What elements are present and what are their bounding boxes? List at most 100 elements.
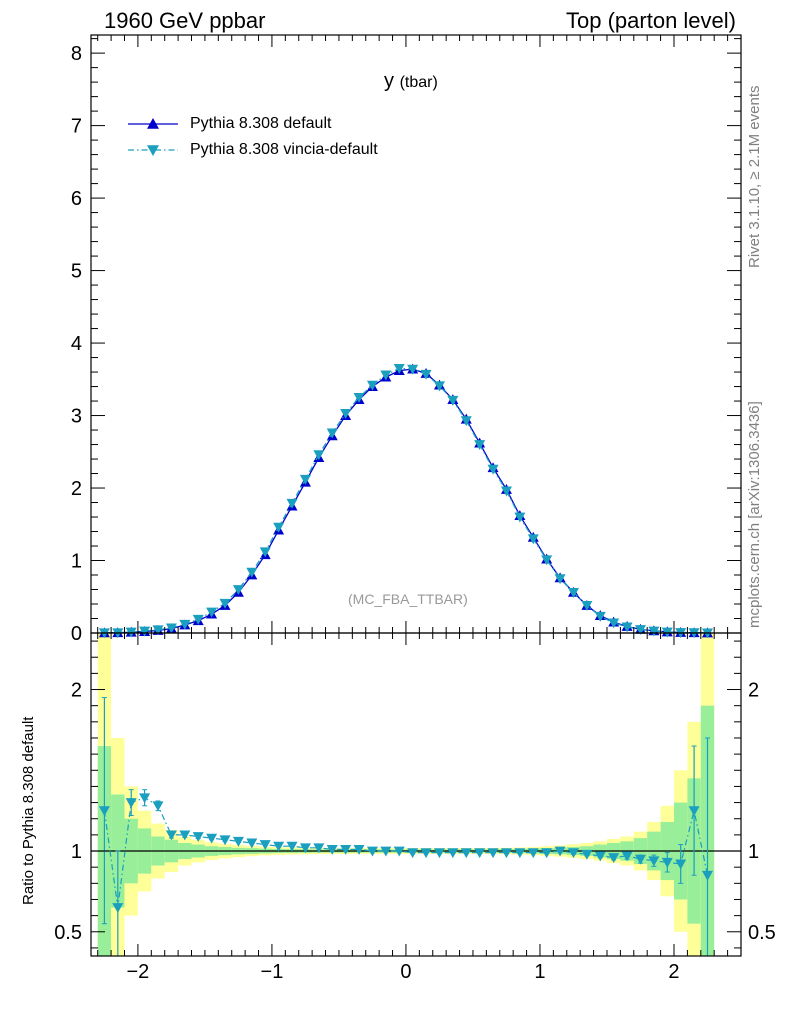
ratio-point	[219, 835, 231, 846]
ratio-point	[661, 857, 673, 868]
data-point	[299, 474, 311, 485]
data-point	[206, 607, 218, 618]
ratio-y-tick-label-right: 2	[748, 680, 759, 702]
ratio-point	[139, 793, 151, 804]
plot-title-suffix: (tbar)	[399, 74, 438, 91]
data-point	[608, 618, 620, 629]
ratio-y-tick-label: 0.5	[54, 922, 82, 944]
x-tick-label: 2	[668, 961, 679, 983]
ratio-point	[648, 856, 660, 867]
series-line-1	[104, 367, 708, 634]
data-point	[648, 626, 660, 637]
ratio-point	[366, 846, 378, 857]
ratio-panel-series	[91, 697, 741, 957]
main-frame	[90, 34, 742, 634]
ratio-point	[581, 849, 593, 860]
data-point	[165, 623, 177, 634]
ratio-point	[527, 848, 539, 859]
ratio-point	[514, 848, 526, 859]
ratio-point	[206, 833, 218, 844]
ratio-point	[192, 832, 204, 842]
data-point	[192, 614, 204, 625]
data-point	[219, 598, 231, 609]
ratio-point	[420, 848, 432, 859]
data-point	[433, 381, 445, 392]
ratio-panel-bands	[97, 633, 715, 956]
ratio-point	[460, 848, 472, 859]
data-point	[393, 364, 405, 374]
legend-marker-1	[147, 145, 159, 156]
ratio-y-tick-label: 1	[71, 841, 82, 863]
data-point	[259, 547, 271, 558]
analysis-label: (MC_FBA_TTBAR)	[348, 591, 468, 607]
ratio-point	[380, 846, 392, 857]
ratio-point	[313, 843, 325, 854]
y-tick-label: 2	[71, 478, 82, 500]
data-point	[139, 626, 151, 637]
y-tick-label: 4	[71, 333, 82, 355]
legend	[128, 118, 178, 156]
y-tick-label: 6	[71, 188, 82, 210]
plot-title: y (tbar)	[384, 70, 438, 93]
ratio-point	[447, 848, 459, 859]
ratio-point	[567, 848, 579, 859]
data-point	[366, 380, 378, 391]
ratio-point	[500, 848, 512, 859]
ratio-point	[433, 848, 445, 859]
rivet-label: Rivet 3.1.10, ≥ 2.1M events	[746, 85, 763, 269]
x-tick-label: −2	[127, 961, 150, 983]
ratio-point	[152, 801, 164, 812]
y-tick-label: 8	[71, 43, 82, 65]
data-point	[353, 393, 365, 403]
legend-label-vincia: Pythia 8.308 vincia-default	[190, 141, 378, 158]
legend-label-default: Pythia 8.308 default	[190, 115, 332, 132]
ratio-frame	[90, 632, 742, 957]
y-tick-label: 5	[71, 261, 82, 283]
mcplots-label: mcplots.cern.ch [arXiv:1306.3436]	[746, 401, 763, 628]
data-point	[447, 395, 459, 406]
ratio-point	[634, 854, 646, 865]
x-tick-label: 1	[534, 961, 545, 983]
ratio-point	[701, 870, 713, 881]
legend-marker-0	[147, 118, 159, 129]
axes: −2 −1 0 1 2 0 1 2 3 4 5 6 7 8 0.5 0.5 1 1 2 2	[54, 34, 776, 983]
ratio-line-0	[103, 797, 709, 908]
ratio-y-label: Ratio to Pythia 8.308 default	[20, 716, 37, 905]
ratio-point	[165, 830, 177, 841]
data-point	[152, 625, 164, 636]
ratio-point	[326, 845, 338, 855]
series-line-0	[104, 368, 708, 634]
data-point	[273, 522, 285, 533]
data-point	[621, 622, 633, 633]
ratio-point	[621, 851, 633, 862]
ratio-point	[594, 851, 606, 862]
ratio-point	[232, 836, 244, 847]
plot-title-main: y	[384, 70, 394, 92]
ratio-point	[98, 806, 110, 817]
ratio-point	[474, 848, 486, 859]
ratio-y-tick-label-right: 0.5	[748, 922, 776, 944]
x-tick-label: −1	[261, 961, 284, 983]
ratio-point	[688, 806, 700, 817]
header-left: 1960 GeV ppbar	[104, 8, 266, 33]
data-point	[567, 588, 579, 598]
data-point	[474, 440, 486, 451]
ratio-point	[259, 840, 271, 851]
ratio-point	[179, 830, 191, 841]
data-point	[326, 428, 338, 439]
data-point	[407, 364, 419, 375]
data-point	[541, 555, 553, 566]
ratio-point	[340, 845, 352, 855]
ratio-point	[393, 846, 405, 857]
y-tick-label: 7	[71, 116, 82, 138]
ratio-point	[675, 859, 687, 870]
data-point	[340, 408, 352, 419]
y-tick-label: 3	[71, 406, 82, 428]
data-point	[500, 486, 512, 497]
x-tick-label: 0	[400, 961, 411, 983]
data-point	[246, 567, 258, 578]
data-point	[420, 369, 432, 380]
data-point	[460, 416, 472, 427]
ratio-point	[299, 843, 311, 854]
ratio-point	[353, 845, 365, 855]
